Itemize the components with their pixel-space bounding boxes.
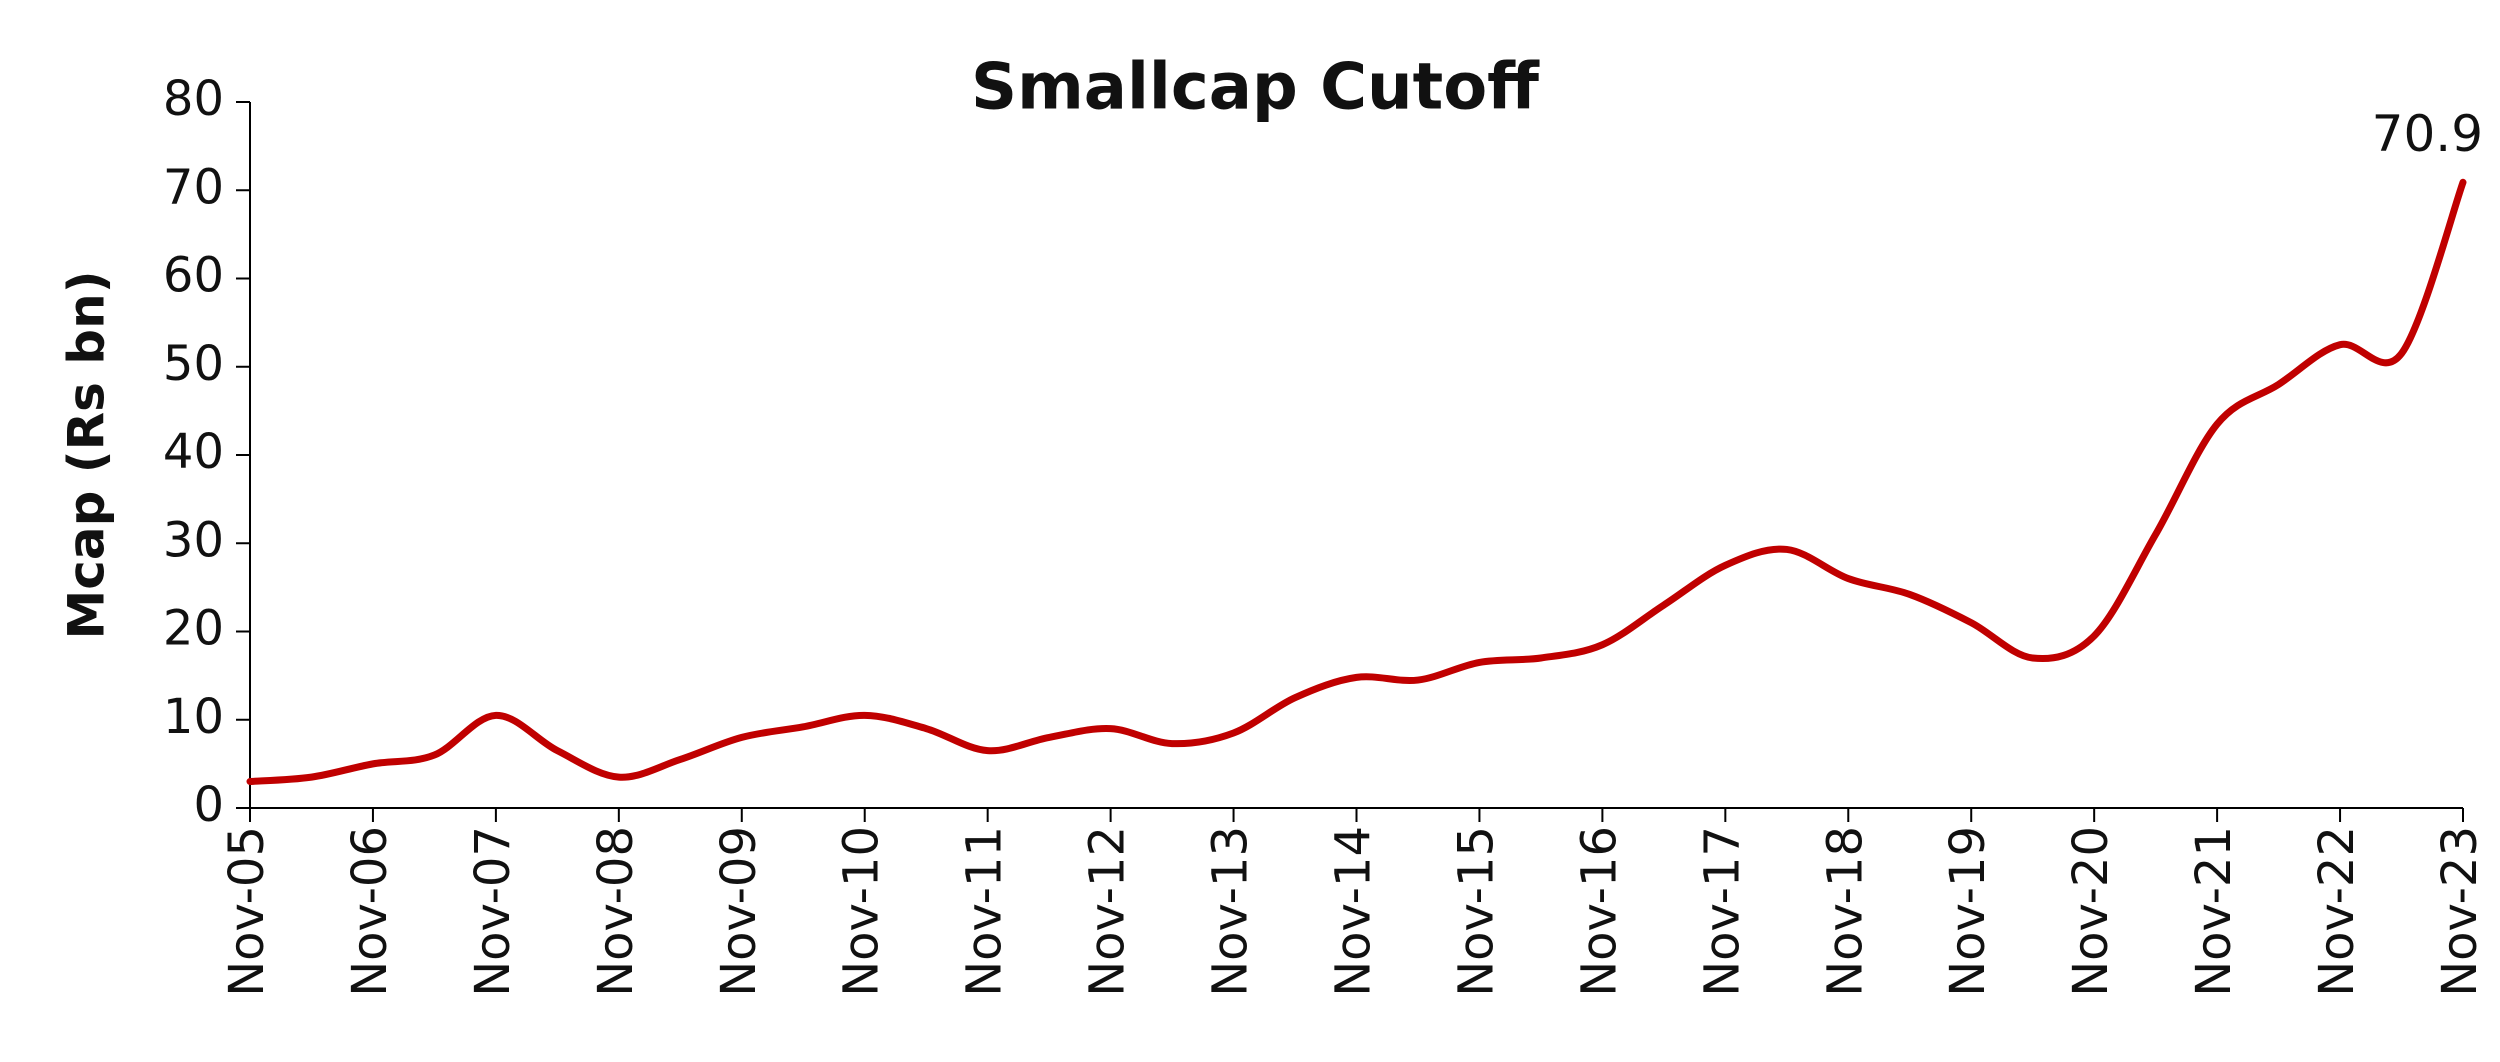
y-tick-label: 20	[163, 601, 224, 657]
y-tick-label: 10	[163, 689, 224, 745]
x-tick-label: Nov-06	[342, 826, 398, 997]
x-tick-label: Nov-12	[1080, 826, 1136, 997]
x-tick-label: Nov-21	[2186, 826, 2242, 997]
x-tick-label: Nov-13	[1203, 826, 1259, 997]
chart-title: Smallcap Cutoff	[971, 51, 1540, 125]
y-tick-label: 30	[163, 512, 224, 568]
x-tick-label: Nov-08	[588, 826, 644, 997]
x-tick-label: Nov-23	[2432, 826, 2488, 997]
x-tick-label: Nov-16	[1571, 826, 1627, 997]
x-tick-label: Nov-14	[1326, 826, 1382, 997]
y-tick-label: 50	[163, 336, 224, 392]
data-label: 70.9	[2372, 105, 2483, 163]
y-tick-label: 60	[163, 248, 224, 304]
y-tick-label: 0	[193, 777, 224, 833]
y-tick-label: 40	[163, 424, 224, 480]
y-tick-label: 70	[163, 159, 224, 215]
x-tick-label: Nov-18	[1817, 826, 1873, 997]
x-tick-label: Nov-11	[957, 826, 1013, 997]
x-tick-label: Nov-20	[2063, 826, 2119, 997]
x-tick-label: Nov-22	[2309, 826, 2365, 997]
y-axis-label: Mcap (Rs bn)	[58, 270, 116, 639]
x-tick-label: Nov-15	[1448, 826, 1504, 997]
x-tick-label: Nov-10	[834, 826, 890, 997]
x-tick-label: Nov-09	[711, 826, 767, 997]
y-tick-label: 80	[163, 71, 224, 127]
x-tick-label: Nov-05	[219, 826, 275, 997]
x-tick-label: Nov-19	[1940, 826, 1996, 997]
x-tick-label: Nov-17	[1694, 826, 1750, 997]
x-tick-label: Nov-07	[465, 826, 521, 997]
line	[246, 178, 2467, 786]
